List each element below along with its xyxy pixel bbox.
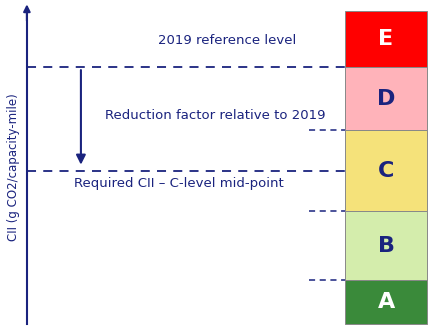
Text: D: D [377, 89, 395, 109]
Text: Required CII – C-level mid-point: Required CII – C-level mid-point [74, 177, 284, 190]
Bar [345, 11, 427, 67]
Text: A: A [378, 292, 395, 312]
Y-axis label: CII (g CO2/capacity-mile): CII (g CO2/capacity-mile) [7, 94, 20, 241]
Text: C: C [378, 161, 394, 181]
Bar [345, 130, 427, 211]
Text: B: B [378, 236, 395, 256]
Text: 2019 reference level: 2019 reference level [158, 34, 296, 47]
Text: Reduction factor relative to 2019: Reduction factor relative to 2019 [105, 109, 325, 122]
Bar [345, 67, 427, 130]
Bar [345, 211, 427, 280]
Text: E: E [378, 29, 394, 49]
Bar [345, 280, 427, 324]
